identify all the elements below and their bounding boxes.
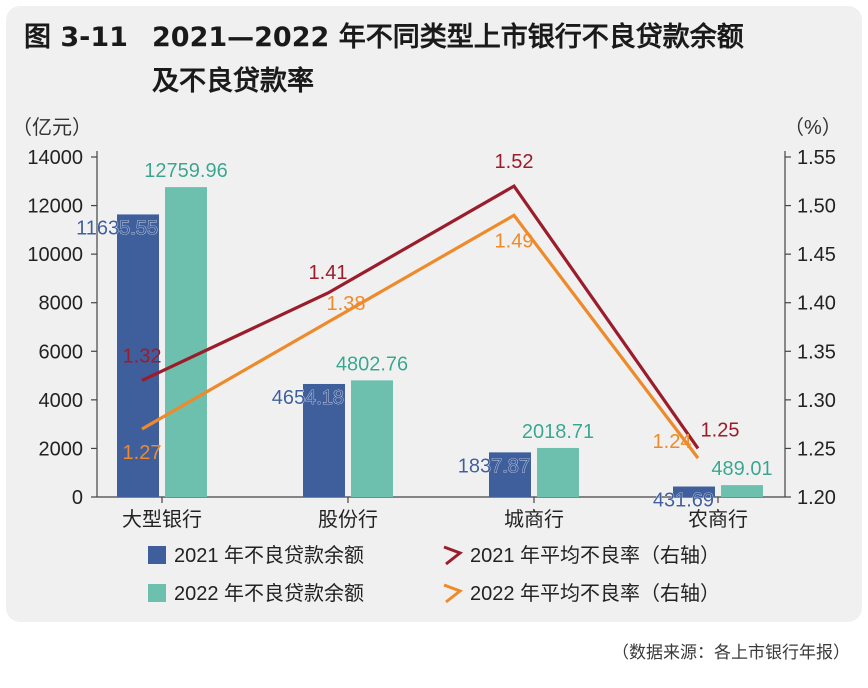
bar-2022 bbox=[165, 187, 207, 498]
bar-data-label: 489.01 bbox=[711, 458, 772, 480]
x-category-label: 城商行 bbox=[504, 508, 564, 531]
figure-title-line1: 2021—2022 年不同类型上市银行不良贷款余额 bbox=[152, 22, 744, 53]
x-category-label: 股份行 bbox=[318, 508, 378, 531]
bar-data-label: 11635.55 bbox=[76, 217, 158, 239]
left-tick-label: 14000 bbox=[27, 147, 83, 169]
bar-data-label: 4654.18 bbox=[272, 387, 344, 409]
line-data-label: 1.25 bbox=[701, 419, 740, 441]
line-data-label: 1.38 bbox=[327, 293, 366, 315]
x-category-label: 农商行 bbox=[688, 508, 748, 531]
bar-2021 bbox=[117, 214, 159, 497]
right-tick-label: 1.25 bbox=[797, 438, 836, 460]
right-tick-label: 1.50 bbox=[797, 196, 836, 218]
left-tick-label: 8000 bbox=[39, 293, 84, 315]
line-data-label: 1.24 bbox=[653, 431, 692, 453]
figure-number: 图 3-11 bbox=[24, 22, 128, 53]
line-data-label: 1.52 bbox=[495, 151, 534, 173]
legend-label: 2021 年平均不良率（右轴） bbox=[470, 544, 720, 567]
figure-title-line2: 及不良贷款率 bbox=[152, 66, 314, 97]
bar-2022 bbox=[537, 447, 579, 497]
left-tick-label: 2000 bbox=[39, 438, 84, 460]
right-tick-label: 1.20 bbox=[797, 487, 836, 509]
right-tick-label: 1.55 bbox=[797, 147, 836, 169]
left-axis-unit: （亿元） bbox=[12, 116, 92, 139]
line-2021 bbox=[141, 184, 700, 450]
bar-2022 bbox=[351, 380, 393, 497]
line-data-label: 1.49 bbox=[495, 230, 534, 252]
left-tick-label: 12000 bbox=[27, 196, 83, 218]
legend-swatch-line bbox=[443, 545, 464, 566]
figure-title: 图 3-11 2021—2022 年不同类型上市银行不良贷款余额 及不良贷款率 bbox=[24, 16, 744, 104]
left-tick-label: 4000 bbox=[39, 390, 84, 412]
line-data-label: 1.32 bbox=[123, 345, 162, 367]
left-tick-label: 10000 bbox=[27, 244, 83, 266]
line-data-label: 1.41 bbox=[309, 262, 348, 284]
right-tick-label: 1.30 bbox=[797, 390, 836, 412]
right-axis-unit: （%） bbox=[784, 116, 842, 139]
bar-data-label: 12759.96 bbox=[144, 160, 227, 182]
bar-2021 bbox=[303, 383, 345, 497]
left-tick-label: 0 bbox=[72, 487, 83, 509]
line-data-label: 1.27 bbox=[123, 442, 162, 464]
right-tick-label: 1.35 bbox=[797, 341, 836, 363]
legend-swatch-bar bbox=[148, 584, 166, 602]
bar-data-label: 1837.87 bbox=[458, 455, 530, 477]
bar-2021 bbox=[673, 486, 715, 497]
bar-data-label: 431.69 bbox=[653, 490, 714, 512]
legend-swatch-line bbox=[443, 583, 464, 604]
data-source-note: （数据来源：各上市银行年报） bbox=[612, 643, 850, 663]
left-tick-label: 6000 bbox=[39, 341, 84, 363]
legend-label: 2021 年不良贷款余额 bbox=[174, 544, 364, 567]
bar-2022 bbox=[721, 485, 763, 497]
legend-label: 2022 年平均不良率（右轴） bbox=[470, 582, 720, 605]
x-category-label: 大型银行 bbox=[122, 508, 202, 531]
right-tick-label: 1.40 bbox=[797, 293, 836, 315]
legend-swatch-bar bbox=[148, 546, 166, 564]
legend-label: 2022 年不良贷款余额 bbox=[174, 582, 364, 605]
bar-data-label: 4802.76 bbox=[336, 353, 408, 375]
bar-2021 bbox=[489, 452, 531, 497]
right-tick-label: 1.45 bbox=[797, 244, 836, 266]
bar-data-label: 2018.71 bbox=[522, 421, 594, 443]
line-2022 bbox=[141, 213, 700, 460]
